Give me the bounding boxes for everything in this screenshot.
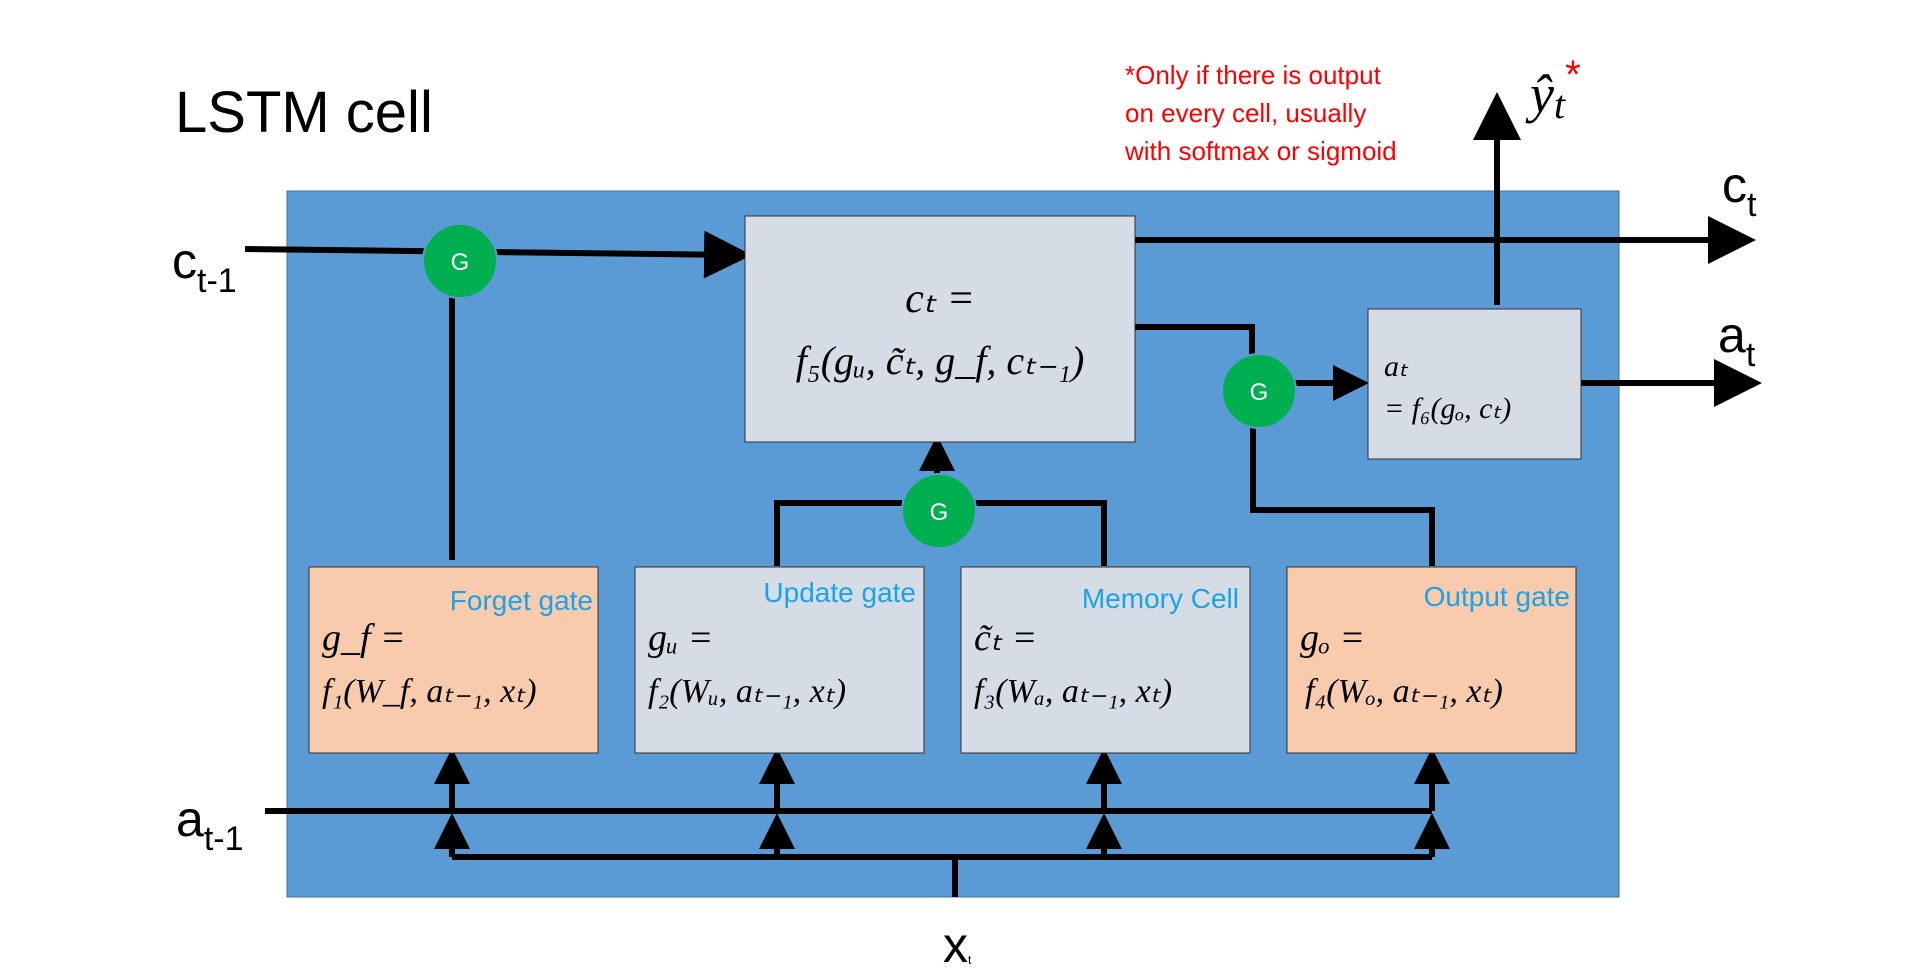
activation-eq-line-2: = f₆(gₒ, cₜ) (1384, 392, 1511, 425)
memory-cell-eq-line-1: c̃ₜ = (974, 617, 1037, 659)
note-line-3: with softmax or sigmoid (1124, 136, 1397, 166)
update-gate-eq-line-1: gᵤ = (648, 617, 713, 659)
gate-node-update: G (901, 473, 977, 549)
x-label: xt (943, 917, 972, 968)
gate-node-forget: G (422, 223, 498, 299)
forget-gate-eq-line-2: f₁(W_f, aₜ₋₁, xₜ) (322, 673, 537, 710)
gate-node-update-label: G (930, 499, 949, 526)
output-gate-label: Output gate (1424, 581, 1570, 612)
y-hat-label: ŷt* (1525, 53, 1581, 127)
activation-box: aₜ = f₆(gₒ, cₜ) (1367, 308, 1582, 460)
note-line-2: on every cell, usually (1125, 98, 1366, 128)
gate-node-forget-label: G (451, 249, 470, 276)
gate-node-output: G (1221, 353, 1297, 429)
update-gate-eq-line-2: f₂(Wᵤ, aₜ₋₁, xₜ) (648, 673, 846, 710)
update-gate-box: Update gate gᵤ = f₂(Wᵤ, aₜ₋₁, xₜ) (634, 566, 925, 754)
a-out-label: at (1718, 307, 1756, 374)
note-line-1: *Only if there is output (1125, 60, 1382, 90)
memory-cell-eq-line-2: f₃(Wₐ, aₜ₋₁, xₜ) (974, 673, 1172, 710)
output-gate-box: Output gate gₒ = f₄(Wₒ, aₜ₋₁, xₜ) (1286, 566, 1577, 754)
diagram-title: LSTM cell (175, 80, 433, 145)
output-gate-to-g-wire (1250, 420, 1435, 566)
forget-gate-box: Forget gate g_f = f₁(W_f, aₜ₋₁, xₜ) (308, 566, 599, 754)
cell-to-g-right-wire (1132, 324, 1255, 362)
output-gate-eq-line-1: gₒ = (1300, 617, 1365, 659)
gate-node-output-label: G (1250, 379, 1269, 406)
c-prev-label: ct-1 (172, 233, 237, 300)
wires (244, 92, 1762, 897)
output-gate-eq-line-2: f₄(Wₒ, aₜ₋₁, xₜ) (1305, 673, 1503, 710)
update-gate-label: Update gate (763, 577, 916, 608)
memory-cell-label: Memory Cell (1082, 583, 1239, 614)
cell-state-eq-line-1: cₜ = (905, 276, 975, 322)
memory-cell-box: Memory Cell c̃ₜ = f₃(Wₐ, aₜ₋₁, xₜ) (960, 566, 1251, 754)
forget-gate-eq-line-1: g_f = (322, 617, 406, 659)
output-note: *Only if there is output on every cell, … (1124, 60, 1397, 166)
forget-gate-label: Forget gate (450, 585, 593, 616)
cell-state-eq-line-2: f₅(gᵤ, c̃ₜ, g_f, cₜ₋₁) (796, 338, 1085, 383)
a-prev-label: at-1 (176, 791, 244, 858)
c-out-label: ct (1722, 157, 1757, 224)
update-to-g-wire (774, 500, 902, 566)
cell-state-box: cₜ = f₅(gᵤ, c̃ₜ, g_f, cₜ₋₁) (744, 215, 1136, 443)
memory-to-g-wire (975, 500, 1107, 566)
activation-eq-line-1: aₜ (1384, 350, 1409, 383)
